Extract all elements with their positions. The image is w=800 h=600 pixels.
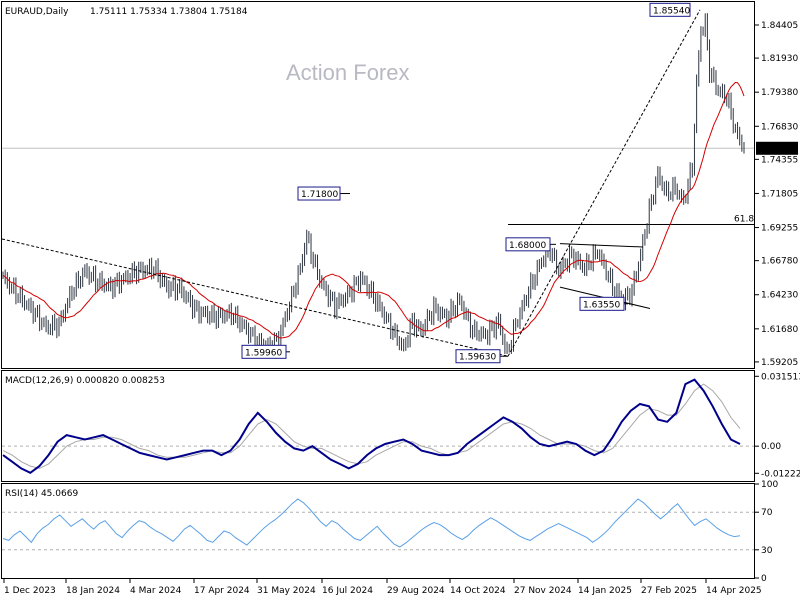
- macd-tick-label: 0.00: [761, 442, 781, 452]
- price-pane: 1.84405 1.81930 1.79380 1.76830 1.74355 1.718…: [1, 2, 798, 368]
- rsi-title: RSI(14) 45.0669: [5, 489, 78, 499]
- annotation-box: [241, 344, 287, 359]
- time-tick-label: 31 May 2024: [257, 586, 316, 596]
- price-tick-label: 1.59205: [761, 358, 798, 368]
- time-tick-label: 14 Oct 2024: [450, 586, 506, 596]
- watermark-text: Action Forex: [286, 60, 410, 85]
- rsi-tick-label: 0: [761, 574, 767, 584]
- rsi-pane-border: [1, 483, 755, 579]
- time-tick-label: 27 Nov 2024: [514, 586, 572, 596]
- time-tick-label: 17 Apr 2024: [194, 586, 250, 596]
- price-tick-label: 1.64230: [761, 291, 798, 301]
- time-tick-label: 1 Dec 2023: [4, 586, 56, 596]
- annotation-box: [297, 186, 341, 201]
- ascending-trendline: [507, 9, 701, 357]
- annotation-label: 1.59960: [245, 348, 282, 358]
- rsi-tick-label: 100: [761, 480, 778, 490]
- rsi-tick-label: 70: [761, 508, 773, 518]
- time-tick-label: 29 Aug 2024: [387, 586, 445, 596]
- price-tick-label: 1.66780: [761, 257, 798, 267]
- time-tick-label: 14 Jan 2025: [578, 586, 632, 596]
- price-tick-label: 1.76830: [761, 122, 798, 132]
- time-tick-label: 27 Feb 2025: [641, 586, 697, 596]
- descending-trendline: [1, 238, 509, 357]
- annotation-label: 1.71800: [301, 190, 338, 200]
- symbol-label: EURAUD,Daily: [5, 7, 69, 17]
- macd-tick-label: -0.012223: [761, 469, 800, 479]
- ohlc-readout: 1.75111 1.75334 1.73804 1.75184: [90, 7, 248, 17]
- price-tick-label: 1.84405: [761, 21, 798, 31]
- price-tick-label: 1.61680: [761, 325, 798, 335]
- time-axis: 1 Dec 2023 18 Jan 2024 4 Mar 2024 17 Apr 20…: [3, 579, 762, 596]
- macd-signal-line: [2, 383, 741, 469]
- last-price-tag: [756, 141, 798, 155]
- annotation-label: 1.85540: [653, 6, 690, 16]
- channel-upper-line: [559, 243, 644, 248]
- price-tick-label: 1.79380: [761, 88, 798, 98]
- annotation-box: [649, 2, 691, 17]
- rsi-pane: 100 70 30 0: [2, 480, 778, 584]
- annotation-label: 1.59630: [459, 353, 496, 363]
- moving-average-line: [2, 81, 745, 339]
- price-pane-border: [1, 1, 755, 369]
- time-tick-label: 14 Apr 2025: [706, 586, 762, 596]
- annotation-label: 1.68000: [509, 241, 546, 251]
- last-price-tag-label: 1.75184: [759, 145, 796, 155]
- rsi-line: [2, 498, 741, 548]
- price-tick-label: 1.74355: [761, 155, 798, 165]
- macd-line: [2, 378, 741, 474]
- rsi-tick-label: 30: [761, 546, 773, 556]
- annotation-box: [579, 296, 625, 311]
- macd-tick-label: 0.031513: [761, 372, 800, 382]
- macd-pane: 0.031513 0.00 -0.012223: [2, 372, 800, 479]
- macd-title: MACD(12,26,9) 0.000820 0.008253: [5, 376, 165, 386]
- macd-pane-border: [1, 370, 755, 482]
- price-tick-label: 1.69255: [761, 224, 798, 234]
- fib-label: 61.8: [734, 215, 754, 225]
- time-tick-label: 16 Jul 2024: [322, 586, 373, 596]
- annotation-box: [505, 237, 551, 252]
- time-tick-label: 18 Jan 2024: [66, 586, 120, 596]
- price-tick-label: 1.81930: [761, 54, 798, 64]
- annotation-box: [455, 349, 501, 364]
- annotation-label: 1.63550: [583, 300, 620, 310]
- price-tick-label: 1.71805: [761, 189, 798, 199]
- time-tick-label: 4 Mar 2024: [130, 586, 182, 596]
